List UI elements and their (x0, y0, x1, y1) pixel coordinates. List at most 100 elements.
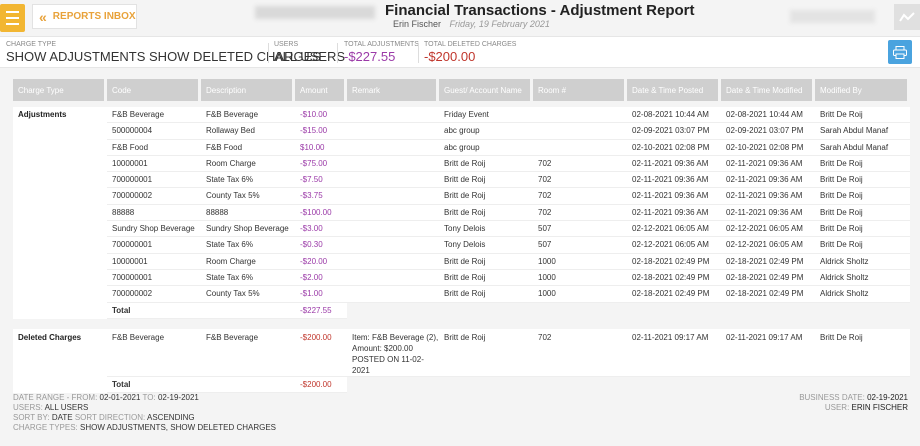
modified-cell: 02-11-2021 09:36 AM (721, 204, 815, 222)
redacted-logo (255, 6, 375, 19)
column-header[interactable]: Remark (347, 79, 439, 101)
modified-by-cell: Britt De Roij (815, 172, 910, 189)
total-label: Total (107, 376, 201, 394)
amount-cell: -$2.00 (295, 269, 347, 287)
column-header[interactable]: Date & Time Modified (721, 79, 815, 101)
menu-icon (6, 11, 19, 13)
modified-by-cell: Britt De Roij (815, 328, 910, 377)
column-header[interactable]: Date & Time Posted (627, 79, 721, 101)
modified-by-cell: Sarah Abdul Manaf (815, 123, 910, 140)
table-row[interactable]: 500000004 Rollaway Bed -$15.00 abc group 02-… (13, 123, 910, 140)
report-user: Erin Fischer (393, 19, 442, 29)
posted-cell: 02-18-2021 02:49 PM (627, 253, 721, 270)
table-row[interactable]: F&B Food F&B Food $10.00 abc group 02-10-202… (13, 139, 910, 156)
guest-cell: Britt de Roij (439, 204, 533, 222)
table-row[interactable]: Adjustments F&B Beverage F&B Beverage -$10.… (13, 107, 910, 124)
column-header[interactable]: Description (201, 79, 295, 101)
summary-users: USERS ALL USERS (274, 41, 346, 64)
table-row[interactable]: Sundry Shop Beverage Sundry Shop Beverage… (13, 221, 910, 238)
section-spacer (13, 204, 107, 222)
posted-cell: 02-11-2021 09:36 AM (627, 204, 721, 222)
reports-inbox-button[interactable]: « REPORTS INBOX (32, 4, 137, 29)
remark-cell (347, 123, 439, 140)
guest-cell: Britt de Roij (439, 269, 533, 287)
remark-cell (347, 269, 439, 287)
empty-cell (721, 303, 815, 319)
table-row[interactable]: 10000001 Room Charge -$75.00 Britt de Roij 7… (13, 155, 910, 173)
amount-cell: -$200.00 (295, 328, 347, 377)
table-row[interactable]: 700000001 State Tax 6% -$7.50 Britt de Roij… (13, 172, 910, 189)
empty-cell (627, 303, 721, 319)
room-cell: 1000 (533, 286, 627, 303)
column-header[interactable]: Amount (295, 79, 347, 101)
footer-date-to: 02-19-2021 (157, 393, 199, 402)
table-row[interactable]: 700000001 State Tax 6% -$0.30 Tony Delois 50… (13, 237, 910, 254)
posted-cell: 02-12-2021 06:05 AM (627, 221, 721, 238)
trend-button[interactable] (894, 4, 920, 30)
report-table: Charge Type Code Description Amount Rema… (13, 79, 910, 394)
summary-charge-type: CHARGE TYPE SHOW ADJUSTMENTS SHOW DELETE… (6, 41, 321, 64)
column-header[interactable]: Charge Type (13, 79, 107, 101)
table-row[interactable]: 700000002 County Tax 5% -$1.00 Britt de Roi… (13, 286, 910, 303)
print-button[interactable] (888, 40, 912, 64)
code-cell: F&B Beverage (107, 107, 201, 124)
code-cell: Sundry Shop Beverage (107, 221, 201, 238)
amount-cell: -$10.00 (295, 107, 347, 124)
room-cell: 702 (533, 172, 627, 189)
room-cell: 702 (533, 188, 627, 205)
room-cell: 702 (533, 204, 627, 222)
column-header[interactable]: Guest/ Account Name (439, 79, 533, 101)
table-row[interactable]: Deleted Charges F&B Beverage F&B Beverage -… (13, 328, 910, 377)
modified-cell: 02-10-2021 02:08 PM (721, 139, 815, 156)
guest-cell: Tony Delois (439, 237, 533, 254)
total-label: Total (107, 302, 201, 319)
remark-cell (347, 286, 439, 303)
modified-cell: 02-11-2021 09:36 AM (721, 172, 815, 189)
total-amount: -$227.55 (295, 302, 347, 319)
table-row[interactable]: 700000001 State Tax 6% -$2.00 Britt de Roij… (13, 269, 910, 287)
amount-cell: $10.00 (295, 139, 347, 156)
posted-cell: 02-11-2021 09:36 AM (627, 172, 721, 189)
room-cell: 702 (533, 155, 627, 173)
remark-cell (347, 155, 439, 173)
modified-by-cell: Britt De Roij (815, 155, 910, 173)
table-row[interactable]: 700000002 County Tax 5% -$3.75 Britt de Roi… (13, 188, 910, 205)
reports-inbox-label: REPORTS INBOX (52, 11, 136, 22)
guest-cell: Britt de Roij (439, 286, 533, 303)
column-header[interactable]: Modified By (815, 79, 910, 101)
menu-button[interactable] (0, 4, 25, 32)
room-cell: 507 (533, 221, 627, 238)
double-chevron-left-icon: « (39, 8, 47, 25)
room-cell (533, 139, 627, 156)
code-cell: 700000002 (107, 286, 201, 303)
amount-cell: -$1.00 (295, 286, 347, 303)
guest-cell: Britt de Roij (439, 172, 533, 189)
total-amount: -$200.00 (295, 376, 347, 394)
description-cell: State Tax 6% (201, 172, 295, 189)
modified-by-cell: Sarah Abdul Manaf (815, 139, 910, 156)
empty-cell (815, 303, 910, 319)
guest-cell: Britt de Roij (439, 253, 533, 270)
page-subtitle: Erin Fischer Friday, 19 February 2021 (393, 19, 550, 29)
code-cell: F&B Food (107, 139, 201, 156)
modified-cell: 02-11-2021 09:36 AM (721, 155, 815, 173)
empty-cell (627, 377, 721, 393)
remark-cell (347, 139, 439, 156)
section-spacer (13, 172, 107, 189)
footer-user: ERIN FISCHER (851, 403, 908, 412)
posted-cell: 02-11-2021 09:36 AM (627, 155, 721, 173)
amount-cell: -$3.00 (295, 221, 347, 238)
modified-by-cell: Aldrick Sholtz (815, 253, 910, 270)
column-header[interactable]: Code (107, 79, 201, 101)
guest-cell: Friday Event (439, 107, 533, 124)
room-cell: 1000 (533, 253, 627, 270)
footer-users: ALL USERS (44, 403, 89, 412)
table-row[interactable]: 10000001 Room Charge -$20.00 Britt de Roij 1… (13, 253, 910, 270)
remark-cell (347, 172, 439, 189)
redacted-account (790, 10, 875, 23)
modified-by-cell: Britt De Roij (815, 204, 910, 222)
amount-cell: -$20.00 (295, 253, 347, 270)
column-header[interactable]: Room # (533, 79, 627, 101)
empty-cell (815, 377, 910, 393)
table-row[interactable]: 88888 88888 -$100.00 Britt de Roij 702 02-11-… (13, 204, 910, 222)
